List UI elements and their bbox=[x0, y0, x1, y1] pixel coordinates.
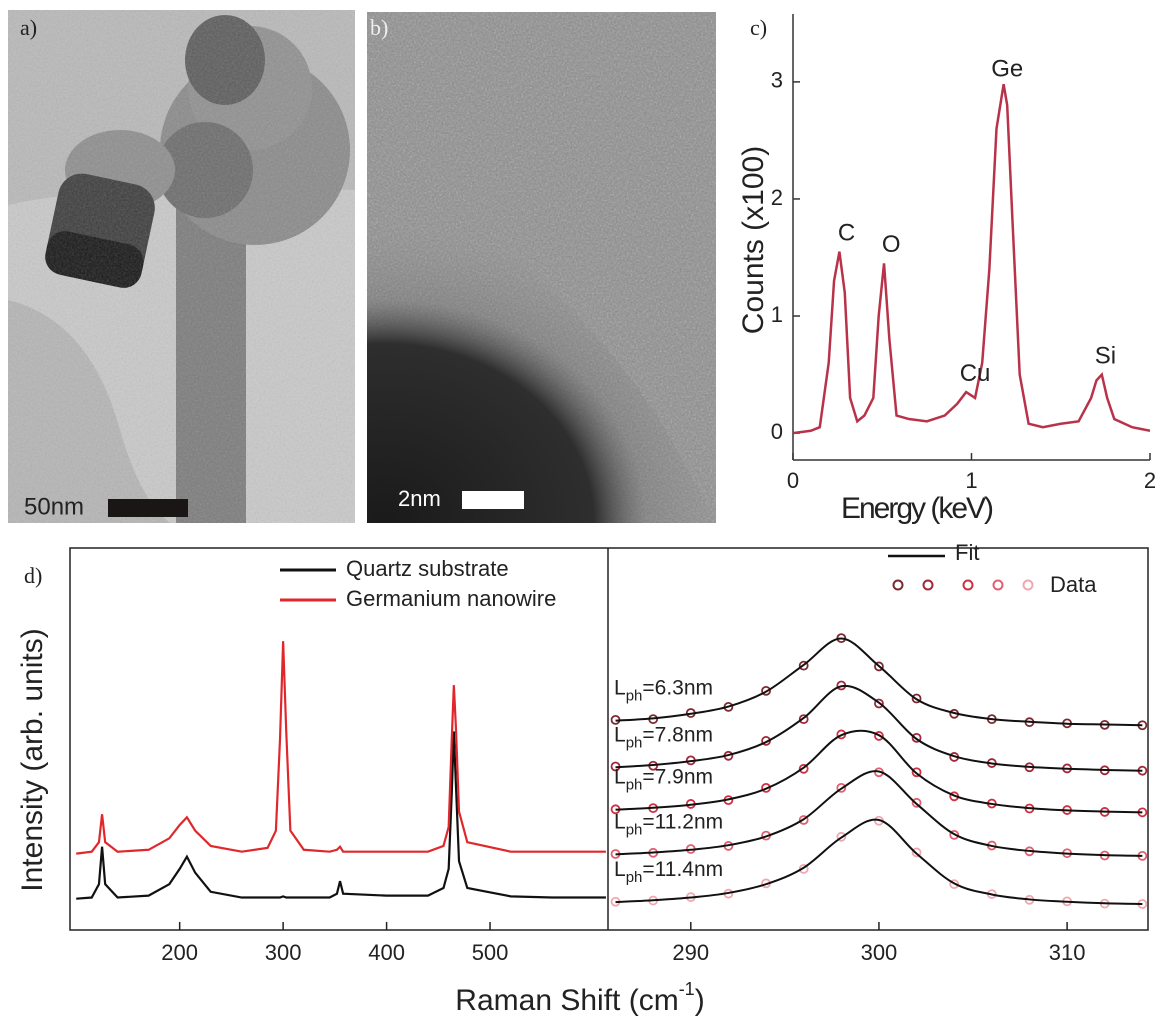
series-label-part: L bbox=[614, 858, 626, 881]
legend-label: Quartz substrate bbox=[346, 556, 509, 581]
series-label-part: =6.3nm bbox=[642, 676, 713, 699]
y-tick-label: 3 bbox=[771, 68, 783, 93]
y-axis-title: Intensity (arb. units) bbox=[16, 628, 49, 891]
scale-bar-label: 50nm bbox=[24, 493, 84, 520]
peak-label: Si bbox=[1095, 342, 1116, 369]
scale-bar-label: 2nm bbox=[398, 486, 441, 511]
x-tick-label: 300 bbox=[861, 940, 898, 965]
spectrum-line bbox=[76, 641, 606, 853]
x-tick-label: 310 bbox=[1049, 940, 1086, 965]
y-tick-label: 2 bbox=[771, 185, 783, 210]
legend-swatch bbox=[964, 581, 973, 590]
y-tick-label: 1 bbox=[771, 302, 783, 327]
series-label-part: L bbox=[614, 723, 626, 746]
peak-label: Cu bbox=[960, 360, 991, 387]
y-tick-label: 0 bbox=[771, 419, 783, 444]
x-axis-title: Raman Shift (cm-1) bbox=[455, 979, 704, 1017]
x-axis-title-part: ) bbox=[695, 984, 705, 1017]
panel-label: c) bbox=[750, 15, 767, 40]
series-label: Lph=11.2nm bbox=[614, 810, 723, 838]
legend-swatch bbox=[1024, 581, 1033, 590]
micrograph-b: 2nm b) bbox=[367, 12, 716, 523]
series-label-part: =7.8nm bbox=[642, 723, 713, 746]
series-label-part: ph bbox=[626, 688, 643, 705]
series-label: Lph=11.4nm bbox=[614, 858, 723, 886]
x-tick-label: 1 bbox=[965, 468, 977, 493]
legend-swatch bbox=[924, 581, 933, 590]
x-tick-label: 500 bbox=[472, 940, 509, 965]
plot-frame bbox=[70, 548, 1148, 930]
legend-swatch bbox=[894, 581, 903, 590]
x-axis-title-part: -1 bbox=[679, 979, 695, 999]
x-tick-label: 290 bbox=[672, 940, 709, 965]
series-label-part: ph bbox=[626, 869, 643, 886]
series-label-part: ph bbox=[626, 821, 643, 838]
micrograph-a: 50nm a) bbox=[8, 10, 355, 523]
panel-label: b) bbox=[370, 15, 388, 40]
page: {"images": [ {"label": "a)", "scale_bar"… bbox=[0, 0, 1166, 1026]
series-label-part: L bbox=[614, 765, 626, 788]
spectrum-line bbox=[76, 731, 606, 898]
x-tick-label: 300 bbox=[265, 940, 302, 965]
series-label: Lph=6.3nm bbox=[614, 676, 713, 704]
series-label-part: ph bbox=[626, 777, 643, 794]
peak-label: O bbox=[882, 231, 901, 258]
legend-label: Germanium nanowire bbox=[346, 586, 556, 611]
series-label-part: =11.4nm bbox=[642, 858, 723, 881]
series-label-part: L bbox=[614, 810, 626, 833]
legend-swatch bbox=[994, 581, 1003, 590]
series-label: Lph=7.9nm bbox=[614, 765, 713, 793]
legend-label: Fit bbox=[955, 540, 979, 565]
x-axis-title-part: Raman Shift (cm bbox=[455, 984, 678, 1017]
series-label-part: ph bbox=[626, 734, 643, 751]
x-axis-title: Energy (keV) bbox=[841, 492, 993, 525]
panel-label: d) bbox=[24, 563, 42, 588]
x-tick-label: 200 bbox=[161, 940, 198, 965]
legend-label: Data bbox=[1050, 572, 1097, 597]
x-tick-label: 0 bbox=[787, 468, 799, 493]
peak-label: Ge bbox=[991, 56, 1023, 83]
peak-label: C bbox=[838, 219, 855, 246]
panel-label: a) bbox=[20, 15, 37, 40]
series-label-part: =7.9nm bbox=[642, 765, 713, 788]
series-label: Lph=7.8nm bbox=[614, 723, 713, 751]
series-label-part: =11.2nm bbox=[642, 810, 723, 833]
figure: 50nm a) 2nm b) 0 1 2 3 0 1 2 CO Cu Ge Si Energy (ke… bbox=[0, 0, 1166, 1026]
x-tick-label: 2 bbox=[1144, 468, 1156, 493]
series-label-part: L bbox=[614, 676, 626, 699]
y-axis-title: Counts (x100) bbox=[737, 146, 770, 334]
x-tick-label: 400 bbox=[368, 940, 405, 965]
